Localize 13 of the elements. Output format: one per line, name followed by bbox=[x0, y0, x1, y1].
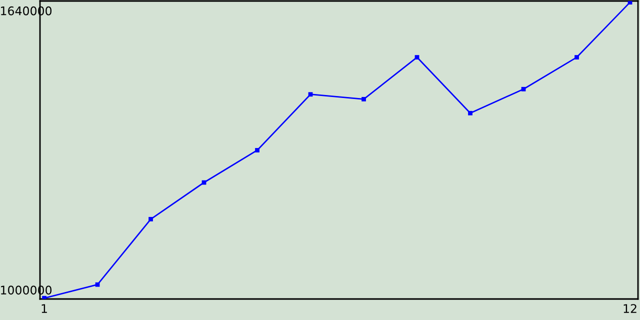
point bbox=[521, 86, 526, 92]
point bbox=[628, 1, 632, 5]
point bbox=[42, 296, 46, 299]
point bbox=[574, 55, 579, 60]
point bbox=[255, 148, 260, 152]
x-tick-label: 12 bbox=[624, 304, 636, 313]
point bbox=[362, 96, 366, 102]
point bbox=[414, 55, 420, 60]
point bbox=[148, 216, 153, 222]
point bbox=[468, 110, 472, 116]
point bbox=[95, 282, 100, 287]
point bbox=[308, 92, 313, 97]
x-tick-label: 1 bbox=[42, 304, 47, 313]
